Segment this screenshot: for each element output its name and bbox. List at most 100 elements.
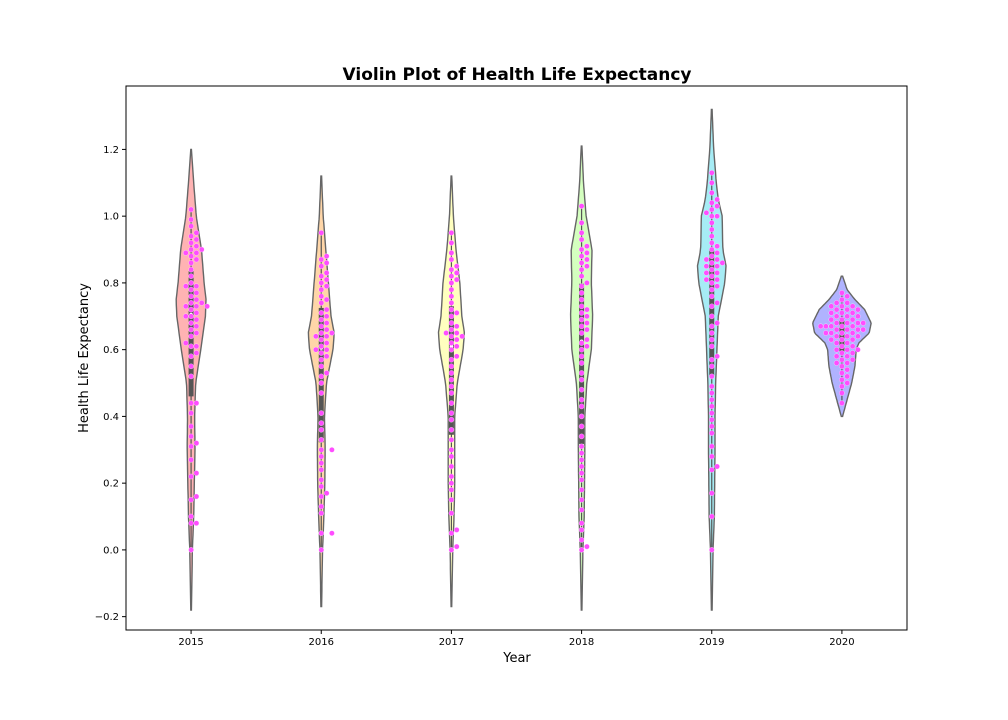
data-point-2015-13 [188, 410, 194, 416]
data-point-2015-2 [193, 520, 200, 526]
axes: −0.2 0.0 0.2 0.4 0.6 0.8 1.0 1.2 2015 2016 2017 201… [95, 85, 908, 648]
data-point-2017-32 [448, 326, 455, 333]
data-point-2017-30 [453, 330, 460, 336]
data-point-2020-54 [849, 310, 856, 316]
data-point-2017-8 [448, 473, 455, 480]
data-point-2020-62 [844, 300, 850, 306]
data-point-2015-16 [188, 373, 194, 380]
data-point-2016-48 [323, 276, 330, 283]
data-point-2019-15 [709, 373, 715, 380]
data-point-2017-49 [448, 240, 455, 246]
data-point-2017-38 [448, 300, 455, 306]
data-point-2020-8 [839, 363, 845, 370]
data-point-2016-4 [318, 503, 325, 510]
data-point-2017-42 [453, 276, 460, 283]
data-point-2019-3 [709, 467, 715, 473]
data-point-2019-39 [709, 260, 715, 266]
data-point-2015-28 [193, 316, 200, 323]
data-point-2015-56 [193, 236, 200, 243]
data-point-2018-46 [578, 253, 585, 259]
data-point-2019-54 [709, 206, 715, 213]
data-point-2017-46 [453, 263, 460, 269]
data-point-2020-30 [839, 330, 845, 336]
data-point-2019-12 [709, 396, 715, 403]
data-point-2019-46 [714, 243, 720, 249]
data-point-2016-51 [318, 263, 325, 269]
data-point-2015-19 [193, 350, 200, 356]
data-point-2019-38 [703, 263, 710, 269]
data-point-2020-53 [839, 310, 845, 316]
data-point-2019-40 [719, 260, 726, 266]
data-point-2019-36 [709, 266, 715, 273]
data-point-2017-14 [448, 416, 455, 423]
data-point-2015-47 [188, 260, 194, 266]
data-point-2017-6 [448, 487, 455, 493]
data-point-2015-60 [188, 216, 194, 223]
data-point-2018-5 [578, 507, 585, 513]
data-point-2017-31 [443, 330, 449, 336]
data-point-2020-20 [839, 343, 845, 350]
data-point-2020-25 [849, 336, 856, 343]
data-point-2015-44 [188, 280, 194, 286]
data-point-2015-20 [188, 343, 194, 350]
violin-2019 [696, 108, 727, 611]
data-point-2018-9 [578, 470, 585, 476]
data-point-2020-34 [844, 326, 850, 333]
data-point-2015-33 [193, 303, 200, 310]
data-point-2017-36 [453, 310, 460, 316]
x-axis-label: Year [502, 651, 531, 666]
data-point-2018-3 [578, 527, 585, 533]
data-point-2015-10 [193, 440, 200, 446]
data-point-2018-31 [584, 320, 590, 326]
data-point-2018-14 [578, 433, 585, 440]
data-point-2016-21 [323, 370, 330, 376]
data-point-2019-30 [709, 280, 715, 286]
data-point-2019-17 [709, 356, 715, 363]
data-point-2015-15 [193, 400, 200, 406]
data-point-2018-42 [578, 266, 585, 273]
data-point-2018-38 [578, 290, 585, 296]
data-point-2020-27 [844, 333, 850, 340]
data-point-2019-8 [709, 423, 715, 430]
data-point-2018-24 [578, 346, 585, 353]
data-point-2017-5 [448, 497, 455, 503]
data-point-2016-6 [323, 490, 330, 496]
data-point-2017-22 [448, 356, 455, 363]
y-tick-label: −0.2 [95, 612, 119, 623]
data-point-2017-2 [448, 530, 455, 536]
data-point-2020-64 [839, 296, 845, 303]
data-point-2019-50 [709, 220, 715, 226]
data-point-2018-2 [578, 537, 585, 543]
data-point-2017-26 [448, 340, 455, 346]
data-point-2015-51 [183, 250, 189, 256]
data-point-2018-39 [578, 283, 585, 289]
data-point-2015-24 [193, 330, 200, 336]
data-point-2018-13 [578, 443, 585, 450]
data-point-2017-4 [448, 510, 455, 516]
data-point-2015-23 [188, 333, 194, 340]
data-point-2017-16 [448, 400, 455, 406]
y-tick-label: 0.0 [103, 545, 119, 556]
data-point-2015-12 [188, 423, 194, 430]
data-point-2020-22 [844, 340, 850, 346]
data-point-2020-48 [849, 316, 856, 323]
data-point-2015-43 [183, 283, 189, 289]
x-tick-label: 2018 [569, 637, 594, 648]
data-point-2018-23 [578, 353, 585, 360]
data-point-2017-0 [448, 547, 455, 553]
data-point-2017-44 [453, 270, 460, 276]
data-point-2019-52 [714, 213, 720, 219]
data-point-2020-49 [828, 316, 835, 323]
data-point-2020-6 [839, 370, 845, 376]
data-point-2020-7 [844, 366, 850, 373]
data-point-2018-1 [584, 543, 590, 550]
data-point-2019-19 [709, 343, 715, 350]
data-point-2015-61 [188, 206, 194, 213]
violin-quartile-box-2019 [709, 249, 715, 377]
data-point-2020-17 [844, 346, 850, 353]
data-point-2015-9 [188, 443, 194, 450]
data-point-2015-42 [193, 283, 200, 289]
data-point-2018-50 [578, 236, 585, 243]
data-point-2017-1 [453, 543, 460, 550]
data-point-2020-14 [833, 353, 840, 360]
